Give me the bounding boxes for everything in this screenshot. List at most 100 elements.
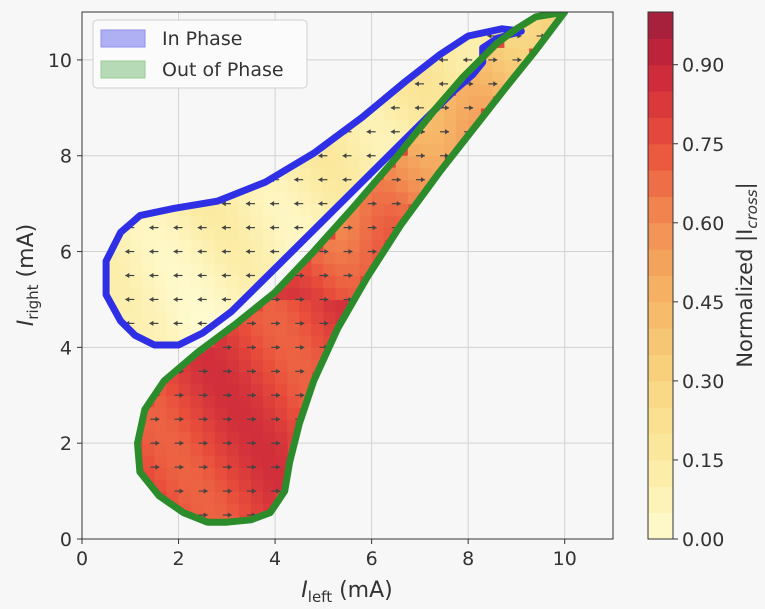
heat-cell (347, 251, 361, 265)
heat-cell (190, 371, 204, 384)
heat-cell (142, 227, 156, 241)
arrow-head (318, 177, 323, 183)
heat-cell (166, 239, 180, 253)
heat-cell (263, 383, 276, 396)
arrow-head (149, 320, 154, 327)
heat-cell (178, 287, 192, 301)
heat-cell (250, 263, 264, 277)
arrow-head (203, 416, 208, 422)
heat-cell (263, 239, 276, 253)
heat-cell (166, 407, 180, 420)
heat-cell (263, 251, 276, 265)
arrow-head (227, 344, 232, 350)
heat-cell (347, 143, 361, 157)
heat-cell (154, 395, 168, 408)
heat-cell (214, 467, 228, 480)
arrow-head (445, 105, 450, 111)
heat-cell (166, 383, 180, 396)
heat-cell (202, 407, 216, 420)
heat-cell (311, 155, 324, 169)
heat-cell (154, 215, 168, 229)
heat-cell (431, 83, 445, 97)
heat-cell (142, 215, 156, 229)
y-tick-label: 2 (60, 433, 72, 455)
arrow-head (251, 440, 256, 446)
heat-cell (202, 503, 216, 516)
x-tick-label: 8 (462, 548, 474, 570)
heat-cell (178, 323, 192, 336)
outline-out-of-phase (134, 12, 569, 526)
heat-cell (456, 59, 469, 73)
arrow-head (372, 201, 377, 207)
heat-cell (359, 155, 373, 169)
heat-cell (190, 383, 204, 396)
heat-cell (444, 59, 457, 73)
y-tick-label: 4 (60, 337, 72, 359)
heat-cell (275, 203, 288, 217)
heat-cell (407, 143, 421, 157)
heat-cell (444, 71, 457, 85)
heat-cell (214, 383, 228, 396)
heat-cell (323, 239, 337, 253)
heat-cell (287, 299, 300, 313)
arrow-head (125, 272, 130, 279)
heat-cell (419, 83, 433, 97)
heat-cell (371, 119, 385, 133)
arrow-head (276, 440, 281, 446)
arrow-head (155, 464, 160, 470)
heat-cell (154, 263, 168, 277)
heat-cell (335, 287, 349, 301)
heat-cell (480, 71, 493, 85)
arrow-head (203, 392, 208, 398)
heat-cell (335, 239, 349, 253)
heat-cell (142, 239, 156, 253)
heat-cell (166, 455, 180, 468)
heat-cell (142, 287, 156, 301)
heat-cell (238, 347, 252, 360)
heat-cell (287, 359, 300, 372)
heat-cell (190, 491, 204, 504)
colorbar-band (648, 38, 673, 66)
heat-cell (202, 419, 216, 432)
colorbar-band (648, 275, 673, 303)
heat-cell (238, 263, 252, 277)
arrow-head (414, 81, 419, 87)
heat-cell (238, 419, 252, 432)
heat-cell (202, 455, 216, 468)
heat-cell (238, 479, 252, 492)
colorbar-tick-label: 0.60 (682, 213, 724, 235)
heat-cell (190, 251, 204, 265)
heat-cell (275, 215, 288, 229)
heat-cell (359, 227, 373, 241)
arrow-head (227, 416, 232, 422)
heat-cell (250, 335, 264, 348)
heat-cell (275, 335, 288, 348)
heat-cell (287, 383, 300, 396)
heat-cell (214, 503, 228, 516)
heat-cell (335, 179, 349, 193)
heat-cell (287, 407, 300, 420)
arrow-head (270, 224, 275, 231)
y-tick-label: 8 (60, 146, 72, 168)
heat-cell (166, 431, 180, 444)
heat-cell (287, 371, 300, 384)
heat-cell (359, 251, 373, 265)
heat-cell (190, 227, 204, 241)
arrow-head (463, 57, 468, 63)
colorbar-tick-label: 0.45 (682, 292, 724, 314)
heat-cell (263, 371, 276, 384)
arrow-head (294, 201, 299, 207)
heat-cell (238, 455, 252, 468)
legend-label-in-phase: In Phase (162, 28, 242, 50)
heat-cell (118, 287, 131, 301)
heat-cell (359, 119, 373, 133)
heat-cell (166, 263, 180, 277)
heat-cell (178, 443, 192, 456)
heat-cell (275, 347, 288, 360)
heat-cell (287, 227, 300, 241)
heat-cell (238, 491, 252, 504)
arrow-head (276, 320, 281, 327)
heat-cell (226, 215, 240, 229)
heat-cell (226, 443, 240, 456)
heat-cell (431, 59, 445, 73)
